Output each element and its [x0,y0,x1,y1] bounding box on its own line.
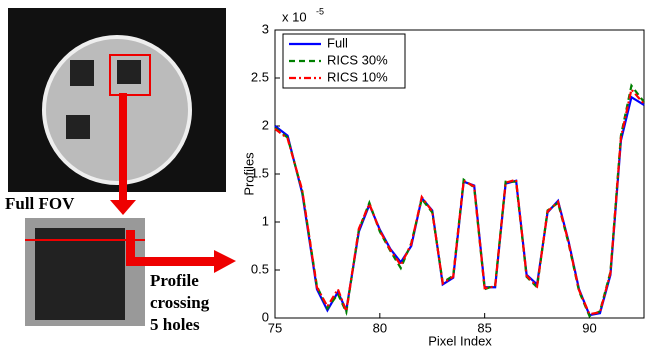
annotation: Profile [150,271,199,290]
series-line [275,90,644,315]
y-tick-label: 3 [262,21,269,36]
series-line [275,97,644,315]
x-tick-label: 80 [373,320,387,335]
hole-block [66,115,90,139]
series-line [275,86,644,316]
arrow-head [214,250,236,273]
y-tick-label: 1 [262,213,269,228]
y-tick-label: 0.5 [251,261,269,276]
legend-label: RICS 10% [327,69,388,84]
x-tick-label: 85 [477,320,491,335]
legend-label: Full [327,35,348,50]
y-tick-label: 2 [262,117,269,132]
phantom [44,37,190,183]
x-tick-label: 75 [268,320,282,335]
hole-block [117,60,141,84]
annotation: 5 holes [150,315,200,334]
annotation: crossing [150,293,210,312]
x-axis-label: Pixel Index [428,333,492,348]
x-tick-label: 90 [582,320,596,335]
figure: Full FOV Profile crossing 5 holes x 10 -… [0,0,645,351]
zoom-holes [35,228,125,320]
y-multiplier: x 10 [282,9,307,24]
y-multiplier-exponent: -5 [316,6,324,16]
annotation: Full FOV [5,194,75,213]
arrow [126,257,216,266]
arrow-head [110,200,136,215]
legend-label: RICS 30% [327,52,388,67]
y-tick-label: 2.5 [251,69,269,84]
arrow [119,93,127,203]
y-tick-label: 1.5 [251,165,269,180]
hole-block [70,60,94,86]
